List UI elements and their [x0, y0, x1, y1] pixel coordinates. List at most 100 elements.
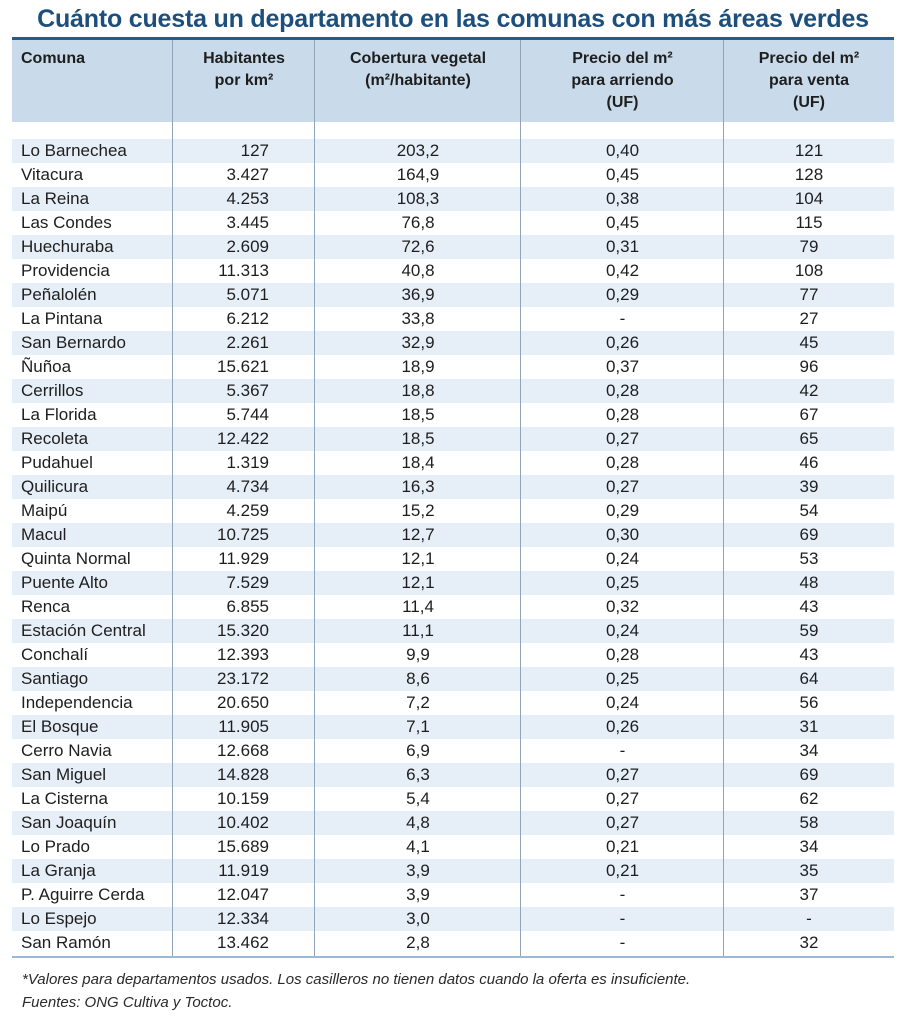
cell-arriendo: 0,21	[605, 837, 640, 856]
cell-cobertura: 15,2	[401, 501, 435, 520]
cell-venta: 43	[799, 597, 819, 616]
cell-cobertura: 32,9	[401, 333, 435, 352]
cell-venta: 42	[799, 381, 819, 400]
cell-comuna: La Pintana	[21, 309, 103, 328]
cell-habitantes: 14.828	[217, 765, 269, 784]
table-row: Lo Espejo 12.334 3,0 - -	[12, 907, 894, 931]
table-row: San Miguel 14.828 6,3 0,27 69	[12, 763, 894, 787]
cell-comuna: Puente Alto	[21, 573, 108, 592]
cell-venta: 96	[799, 357, 819, 376]
cell-cobertura: 6,3	[406, 765, 430, 784]
cell-habitantes: 13.462	[217, 933, 269, 952]
cell-habitantes: 11.905	[218, 717, 269, 736]
cell-arriendo: 0,27	[605, 477, 640, 496]
cell-cobertura: 2,8	[406, 933, 430, 952]
cell-comuna: Independencia	[21, 693, 133, 712]
table-row: Cerrillos 5.367 18,8 0,28 42	[12, 379, 894, 403]
cell-comuna: Recoleta	[21, 429, 89, 448]
cell-cobertura: 3,0	[406, 909, 430, 928]
cell-venta: 37	[799, 885, 819, 904]
cell-venta: 69	[799, 525, 819, 544]
cell-venta: 77	[799, 285, 819, 304]
cell-arriendo: 0,42	[605, 261, 640, 280]
cell-arriendo: 0,45	[605, 165, 640, 184]
cell-cobertura: 12,1	[401, 573, 435, 592]
data-table: Comuna Habitantes por km² Cobertura vege…	[12, 40, 894, 958]
cell-arriendo: 0,24	[605, 693, 640, 712]
table-row: Conchalí 12.393 9,9 0,28 43	[12, 643, 894, 667]
cell-comuna: La Cisterna	[21, 789, 108, 808]
cell-arriendo: 0,30	[605, 525, 640, 544]
table-row: Santiago 23.172 8,6 0,25 64	[12, 667, 894, 691]
cell-cobertura: 4,1	[406, 837, 430, 856]
cell-cobertura: 203,2	[396, 141, 440, 160]
cell-habitantes: 12.334	[217, 909, 269, 928]
cell-arriendo: 0,28	[605, 381, 640, 400]
table-row: La Granja 11.919 3,9 0,21 35	[12, 859, 894, 883]
cell-arriendo: 0,26	[605, 717, 640, 736]
cell-venta: 45	[799, 333, 819, 352]
cell-cobertura: 12,7	[401, 525, 435, 544]
cell-arriendo: 0,28	[605, 645, 640, 664]
cell-venta: 32	[799, 933, 819, 952]
table-row: Independencia 20.650 7,2 0,24 56	[12, 691, 894, 715]
column-divider	[314, 40, 315, 956]
cell-comuna: Cerrillos	[21, 381, 84, 400]
cell-comuna: Vitacura	[21, 165, 84, 184]
table-row: Maipú 4.259 15,2 0,29 54	[12, 499, 894, 523]
cell-venta: 62	[799, 789, 819, 808]
cell-habitantes: 5.367	[226, 381, 269, 400]
cell-habitantes: 5.744	[226, 405, 269, 424]
table-row: La Florida 5.744 18,5 0,28 67	[12, 403, 894, 427]
cell-comuna: San Miguel	[21, 765, 107, 784]
cell-venta: 64	[799, 669, 819, 688]
cell-habitantes: 3.427	[226, 165, 269, 184]
cell-cobertura: 7,1	[406, 717, 430, 736]
cell-cobertura: 108,3	[396, 189, 440, 208]
cell-arriendo: 0,27	[605, 765, 640, 784]
cell-cobertura: 72,6	[401, 237, 435, 256]
cell-habitantes: 6.855	[226, 597, 269, 616]
cell-venta: 67	[799, 405, 819, 424]
footnote: *Valores para departamentos usados. Los …	[22, 968, 892, 1014]
cell-arriendo: 0,31	[605, 237, 640, 256]
cell-cobertura: 164,9	[396, 165, 440, 184]
cell-arriendo: 0,29	[605, 501, 640, 520]
cell-habitantes: 11.919	[218, 861, 269, 880]
column-header-comuna: Comuna	[21, 50, 85, 67]
cell-habitantes: 2.609	[226, 237, 269, 256]
cell-habitantes: 11.929	[218, 549, 269, 568]
cell-venta: 27	[799, 309, 819, 328]
cell-habitantes: 1.319	[226, 453, 269, 472]
table-row: La Reina 4.253 108,3 0,38 104	[12, 187, 894, 211]
cell-venta: 53	[799, 549, 819, 568]
cell-arriendo: 0,28	[605, 405, 640, 424]
cell-habitantes: 3.445	[226, 213, 269, 232]
cell-habitantes: 10.402	[217, 813, 269, 832]
column-divider	[520, 40, 521, 956]
cell-comuna: La Florida	[21, 405, 97, 424]
cell-comuna: Peñalolén	[21, 285, 97, 304]
cell-venta: 65	[799, 429, 819, 448]
cell-comuna: Lo Barnechea	[21, 141, 127, 160]
cell-arriendo: 0,27	[605, 813, 640, 832]
cell-venta: 31	[799, 717, 819, 736]
cell-arriendo: 0,45	[605, 213, 640, 232]
page-title: Cuánto cuesta un departamento en las com…	[12, 0, 894, 40]
cell-comuna: San Ramón	[21, 933, 111, 952]
cell-venta: 34	[799, 837, 819, 856]
cell-habitantes: 5.071	[226, 285, 269, 304]
cell-comuna: San Bernardo	[21, 333, 126, 352]
table-header: Comuna Habitantes por km² Cobertura vege…	[12, 40, 894, 122]
cell-comuna: Las Condes	[21, 213, 112, 232]
cell-venta: 54	[799, 501, 819, 520]
cell-habitantes: 23.172	[217, 669, 269, 688]
cell-cobertura: 16,3	[401, 477, 435, 496]
table-row: San Joaquín 10.402 4,8 0,27 58	[12, 811, 894, 835]
column-header-cobertura: Cobertura vegetal (m²/habitante)	[349, 50, 487, 89]
table-row: Ñuñoa 15.621 18,9 0,37 96	[12, 355, 894, 379]
cell-venta: -	[806, 909, 812, 928]
table-row: Renca 6.855 11,4 0,32 43	[12, 595, 894, 619]
table-row: Peñalolén 5.071 36,9 0,29 77	[12, 283, 894, 307]
cell-venta: 35	[799, 861, 819, 880]
